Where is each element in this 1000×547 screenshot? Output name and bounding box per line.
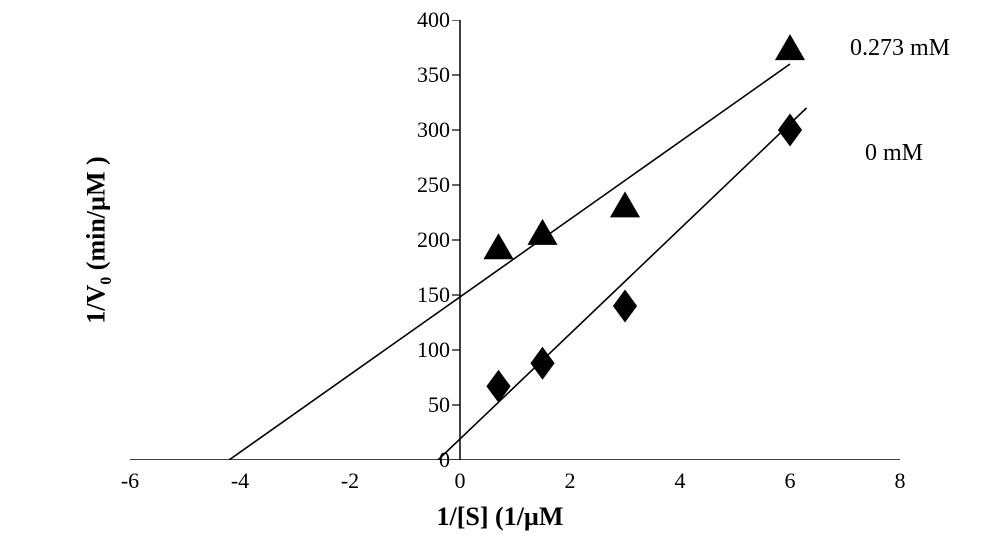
y-axis-title-sub: 0 [98,277,115,285]
plot-svg [130,20,900,460]
y-tick-label: 100 [390,337,450,363]
x-axis-title: 1/[S] (1/µM [437,502,564,532]
y-tick-label: 250 [390,172,450,198]
y-tick-label: 350 [390,62,450,88]
y-axis-title-prefix: 1/V [82,285,111,324]
x-tick-label: 4 [675,468,686,494]
y-axis-title: 1/V0 (min/µM ) [82,156,116,323]
y-tick-label: 200 [390,227,450,253]
x-axis-title-prefix: 1/[S] (1/ [437,502,524,531]
x-tick-label: 6 [785,468,796,494]
y-tick-label: 300 [390,117,450,143]
x-tick-label: 8 [895,468,906,494]
y-axis-title-suffix: (min/µM ) [82,156,111,276]
y-tick-label: 50 [390,392,450,418]
x-tick-label: 2 [565,468,576,494]
y-tick-label: 150 [390,282,450,308]
series-label-inhibitor_0: 0 mM [865,140,923,167]
plot-area [130,20,900,460]
x-tick-label: -4 [231,468,249,494]
series-label-inhibitor_0273: 0.273 mM [850,35,950,62]
x-tick-label: 0 [455,468,466,494]
lineweaver-burk-chart: 1/V0 (min/µM ) 1/[S] (1/µM -6-4-20246805… [0,0,1000,547]
y-tick-label: 0 [390,447,450,473]
x-tick-label: -6 [121,468,139,494]
y-tick-label: 400 [390,7,450,33]
x-tick-label: -2 [341,468,359,494]
x-axis-title-unit: µM [524,502,564,531]
